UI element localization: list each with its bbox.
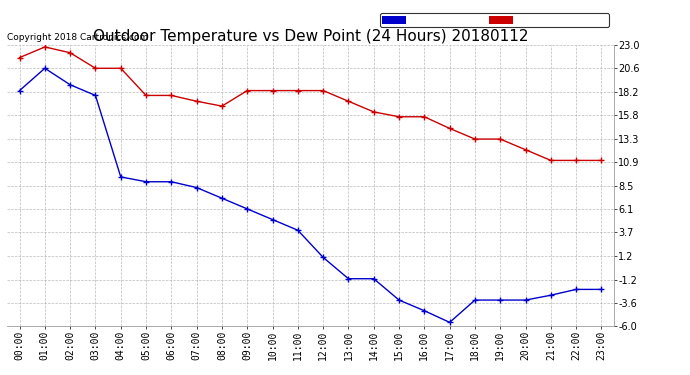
- Text: Copyright 2018 Cartronics.com: Copyright 2018 Cartronics.com: [7, 33, 148, 42]
- Legend: Dew Point (°F), Temperature (°F): Dew Point (°F), Temperature (°F): [380, 13, 609, 27]
- Title: Outdoor Temperature vs Dew Point (24 Hours) 20180112: Outdoor Temperature vs Dew Point (24 Hou…: [92, 29, 529, 44]
